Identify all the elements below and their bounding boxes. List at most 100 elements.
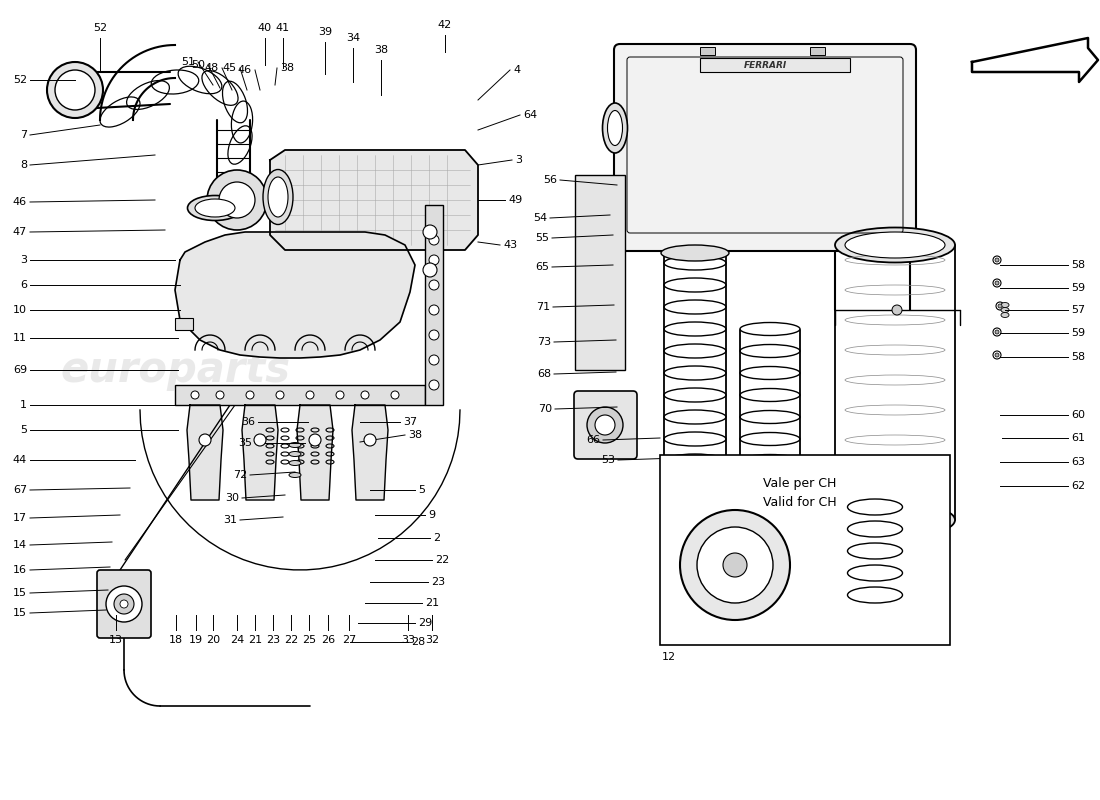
Circle shape — [993, 279, 1001, 287]
Polygon shape — [972, 38, 1098, 82]
Circle shape — [219, 182, 255, 218]
Text: 37: 37 — [403, 417, 417, 427]
Bar — [700, 58, 850, 72]
Circle shape — [993, 351, 1001, 359]
Circle shape — [364, 434, 376, 446]
Text: 13: 13 — [109, 635, 123, 645]
Text: 38: 38 — [374, 45, 388, 55]
Circle shape — [361, 391, 368, 399]
Text: 8: 8 — [20, 160, 28, 170]
Text: 21: 21 — [425, 598, 439, 608]
Circle shape — [680, 510, 790, 620]
Circle shape — [216, 391, 224, 399]
Polygon shape — [187, 405, 223, 500]
Text: 25: 25 — [301, 635, 316, 645]
Text: 66: 66 — [586, 435, 600, 445]
Text: 38: 38 — [280, 63, 294, 73]
Text: 10: 10 — [13, 305, 28, 315]
Circle shape — [996, 353, 999, 357]
Text: 64: 64 — [522, 110, 537, 120]
Circle shape — [424, 225, 437, 239]
Text: 70: 70 — [538, 404, 552, 414]
Text: 58: 58 — [1071, 260, 1085, 270]
Ellipse shape — [263, 170, 293, 225]
Text: 33: 33 — [402, 635, 415, 645]
Text: europarts: europarts — [60, 349, 290, 391]
Text: 9: 9 — [428, 510, 436, 520]
Text: 28: 28 — [411, 637, 426, 647]
Ellipse shape — [607, 110, 623, 146]
Ellipse shape — [195, 199, 235, 217]
Text: 71: 71 — [536, 302, 550, 312]
Text: 5: 5 — [418, 485, 425, 495]
Text: 59: 59 — [1071, 328, 1085, 338]
Polygon shape — [297, 405, 333, 500]
Text: 3: 3 — [515, 155, 522, 165]
Text: 51: 51 — [182, 57, 195, 67]
Text: 7: 7 — [20, 130, 28, 140]
Circle shape — [993, 256, 1001, 264]
Circle shape — [723, 553, 747, 577]
Text: 20: 20 — [206, 635, 220, 645]
Text: 43: 43 — [503, 240, 517, 250]
Text: 49: 49 — [508, 195, 522, 205]
Circle shape — [207, 170, 267, 230]
Circle shape — [996, 330, 999, 334]
Bar — [175, 385, 425, 405]
Text: 22: 22 — [284, 635, 298, 645]
Circle shape — [47, 62, 103, 118]
Text: 63: 63 — [1071, 457, 1085, 467]
Text: 39: 39 — [318, 27, 332, 37]
Text: 52: 52 — [92, 23, 107, 33]
Circle shape — [993, 328, 1001, 336]
Text: 46: 46 — [238, 65, 252, 75]
Ellipse shape — [1001, 302, 1009, 307]
Circle shape — [120, 600, 128, 608]
Text: 54: 54 — [532, 213, 547, 223]
Circle shape — [306, 391, 313, 399]
FancyBboxPatch shape — [660, 455, 950, 645]
Circle shape — [254, 434, 266, 446]
Ellipse shape — [289, 442, 301, 447]
Ellipse shape — [835, 227, 955, 262]
Text: 42: 42 — [438, 20, 452, 30]
Text: 59: 59 — [1071, 283, 1085, 293]
Text: 58: 58 — [1071, 352, 1085, 362]
Text: 26: 26 — [321, 635, 336, 645]
Text: 4: 4 — [513, 65, 520, 75]
Text: 61: 61 — [1071, 433, 1085, 443]
Text: 44: 44 — [13, 455, 28, 465]
Text: 50: 50 — [191, 60, 205, 70]
Circle shape — [595, 415, 615, 435]
Text: 27: 27 — [342, 635, 356, 645]
FancyBboxPatch shape — [614, 44, 916, 251]
Text: 52: 52 — [13, 75, 28, 85]
Circle shape — [998, 304, 1002, 308]
Circle shape — [429, 355, 439, 365]
Text: 3: 3 — [20, 255, 28, 265]
Ellipse shape — [845, 232, 945, 258]
Bar — [700, 47, 715, 55]
Text: 30: 30 — [226, 493, 239, 503]
Bar — [575, 175, 625, 370]
Ellipse shape — [187, 195, 242, 221]
Ellipse shape — [289, 473, 301, 478]
Text: 60: 60 — [1071, 410, 1085, 420]
Circle shape — [429, 235, 439, 245]
Circle shape — [996, 281, 999, 285]
Text: 46: 46 — [13, 197, 28, 207]
Circle shape — [55, 70, 95, 110]
Text: 5: 5 — [20, 425, 28, 435]
Circle shape — [996, 302, 1004, 310]
Text: FERRARI: FERRARI — [744, 61, 786, 70]
Text: Vale per CH: Vale per CH — [763, 477, 837, 490]
Text: 16: 16 — [13, 565, 28, 575]
Text: 56: 56 — [543, 175, 557, 185]
Text: europarts: europarts — [595, 179, 825, 221]
Ellipse shape — [268, 177, 288, 217]
Circle shape — [114, 594, 134, 614]
Text: 41: 41 — [276, 23, 290, 33]
Text: 38: 38 — [408, 430, 422, 440]
Text: 22: 22 — [434, 555, 449, 565]
FancyBboxPatch shape — [97, 570, 151, 638]
